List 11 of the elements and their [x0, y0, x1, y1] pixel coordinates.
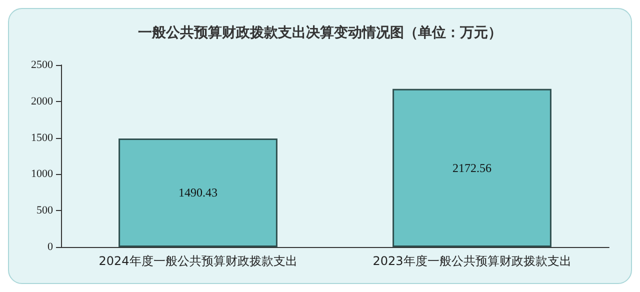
- x-tick-label: 2024年度一般公共预算财政拨款支出: [98, 254, 298, 268]
- y-tick-label: 0: [48, 241, 54, 253]
- y-tick-label: 2500: [31, 59, 54, 71]
- data-label: 1490.43: [178, 186, 218, 200]
- y-tick-label: 500: [36, 204, 54, 217]
- chart-title: 一般公共预算财政拨款支出决算变动情况图（单位：万元）: [138, 24, 502, 41]
- x-tick-label: 2023年度一般公共预算财政拨款支出: [372, 254, 572, 268]
- y-tick-label: 2000: [31, 95, 54, 108]
- y-tick-label: 1000: [31, 168, 54, 180]
- y-tick-label: 1500: [31, 132, 54, 144]
- data-label: 2172.56: [452, 160, 492, 175]
